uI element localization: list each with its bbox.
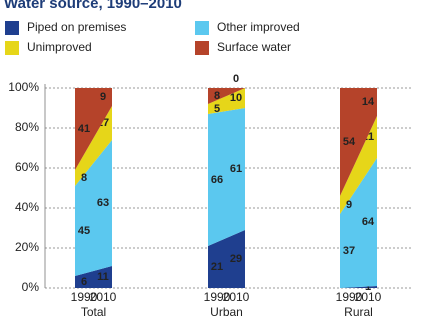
chart-title: Water source, 1990–2010 bbox=[4, 0, 182, 12]
area-segment bbox=[208, 88, 245, 114]
value-label: 5 bbox=[214, 103, 220, 115]
value-label: 45 bbox=[78, 225, 90, 237]
y-tick-label: 100% bbox=[8, 80, 39, 94]
value-label: 14 bbox=[362, 96, 375, 108]
value-label: 63 bbox=[97, 197, 109, 209]
x-tick-label: 2010 bbox=[90, 290, 117, 304]
legend-swatch bbox=[195, 41, 209, 55]
area-segment bbox=[208, 108, 245, 246]
legend-label: Piped on premises bbox=[27, 20, 126, 34]
value-label: 21 bbox=[211, 261, 223, 273]
area-segment bbox=[75, 266, 112, 288]
area-segment bbox=[208, 88, 245, 104]
value-label: 29 bbox=[230, 253, 242, 265]
value-label: 8 bbox=[81, 172, 87, 184]
y-tick-label: 60% bbox=[15, 160, 39, 174]
legend-label: Other improved bbox=[217, 20, 300, 34]
group-label: Rural bbox=[344, 305, 373, 319]
legend-label: Unimproved bbox=[27, 40, 92, 54]
value-label: 54 bbox=[343, 136, 356, 148]
area-segment bbox=[340, 88, 377, 196]
x-tick-label: 1990 bbox=[71, 290, 98, 304]
value-label: 41 bbox=[78, 123, 90, 135]
legend-swatch bbox=[195, 21, 209, 35]
value-label: 9 bbox=[100, 91, 106, 103]
value-label: 11 bbox=[97, 271, 109, 283]
legend-swatch bbox=[5, 21, 19, 35]
value-label: 8 bbox=[214, 90, 220, 102]
group-label: Urban bbox=[210, 305, 243, 319]
y-tick-label: 20% bbox=[15, 240, 39, 254]
legend-swatch bbox=[5, 41, 19, 55]
y-tick-label: 0% bbox=[22, 280, 40, 294]
value-label: 9 bbox=[346, 199, 352, 211]
value-label: 0 bbox=[233, 73, 239, 85]
area-segment bbox=[75, 88, 112, 170]
y-tick-label: 80% bbox=[15, 120, 39, 134]
area-segment bbox=[340, 116, 377, 214]
area-segment bbox=[208, 230, 245, 288]
value-label: 1 bbox=[365, 281, 371, 293]
value-label: 37 bbox=[343, 245, 355, 257]
legend-label: Surface water bbox=[217, 40, 291, 54]
x-tick-label: 1990 bbox=[336, 290, 363, 304]
y-tick-label: 40% bbox=[15, 200, 39, 214]
value-label: 6 bbox=[81, 276, 87, 288]
x-tick-label: 2010 bbox=[355, 290, 382, 304]
value-label: 64 bbox=[362, 216, 375, 228]
value-label: 10 bbox=[230, 92, 242, 104]
area-segment bbox=[340, 158, 377, 288]
group-label: Total bbox=[81, 305, 106, 319]
value-label: 61 bbox=[230, 163, 242, 175]
value-label: 66 bbox=[211, 174, 223, 186]
area-segment bbox=[75, 140, 112, 276]
x-tick-label: 1990 bbox=[204, 290, 231, 304]
x-tick-label: 2010 bbox=[223, 290, 250, 304]
area-segment bbox=[75, 106, 112, 186]
